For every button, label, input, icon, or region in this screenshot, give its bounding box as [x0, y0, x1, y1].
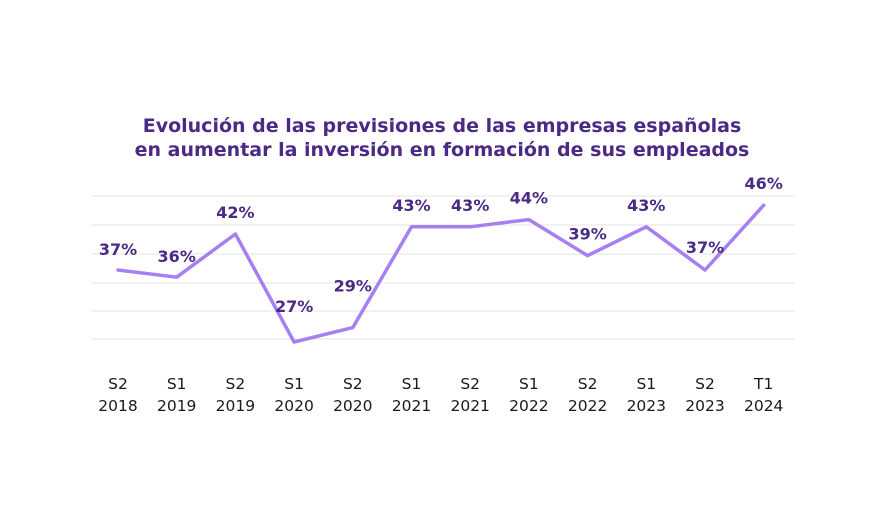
x-axis-tick-labels: S2 2018 S1 2019 S2 2019 S1 2020 S2 2020 S1 2021 S2 20…: [98, 375, 783, 415]
x-tick-label: S1 2019: [157, 375, 196, 415]
data-label: 44%: [510, 189, 548, 208]
data-label: 43%: [392, 196, 430, 215]
x-tick-label: S2 2020: [333, 375, 372, 415]
x-tick-label: T1 2024: [744, 375, 783, 415]
data-label: 36%: [158, 247, 196, 266]
data-label: 37%: [686, 238, 724, 257]
data-label: 27%: [275, 297, 313, 316]
data-label: 43%: [451, 196, 489, 215]
data-label: 39%: [568, 225, 606, 244]
data-label: 29%: [334, 277, 372, 296]
data-labels: 37% 36% 42% 27% 29% 43% 43% 44% 39% 43% 37% 46%: [99, 174, 783, 316]
series-line: [116, 203, 766, 344]
data-label: 42%: [216, 203, 254, 222]
x-tick-label: S2 2018: [98, 375, 137, 415]
x-tick-label: S2 2021: [450, 375, 489, 415]
data-label: 46%: [745, 174, 783, 193]
chart-title-line-2: en aumentar la inversión en formación de…: [135, 139, 750, 161]
x-tick-label: S1 2021: [392, 375, 431, 415]
x-tick-label: S2 2019: [216, 375, 255, 415]
x-tick-label: S1 2022: [509, 375, 548, 415]
data-label: 43%: [627, 196, 665, 215]
x-tick-label: S2 2022: [568, 375, 607, 415]
x-tick-label: S1 2020: [274, 375, 313, 415]
x-tick-label: S1 2023: [627, 375, 666, 415]
chart-title: Evolución de las previsiones de las empr…: [135, 115, 750, 161]
chart-title-line-1: Evolución de las previsiones de las empr…: [143, 115, 742, 137]
x-tick-label: S2 2023: [685, 375, 724, 415]
gridlines: [92, 195, 795, 340]
data-label: 37%: [99, 240, 137, 259]
